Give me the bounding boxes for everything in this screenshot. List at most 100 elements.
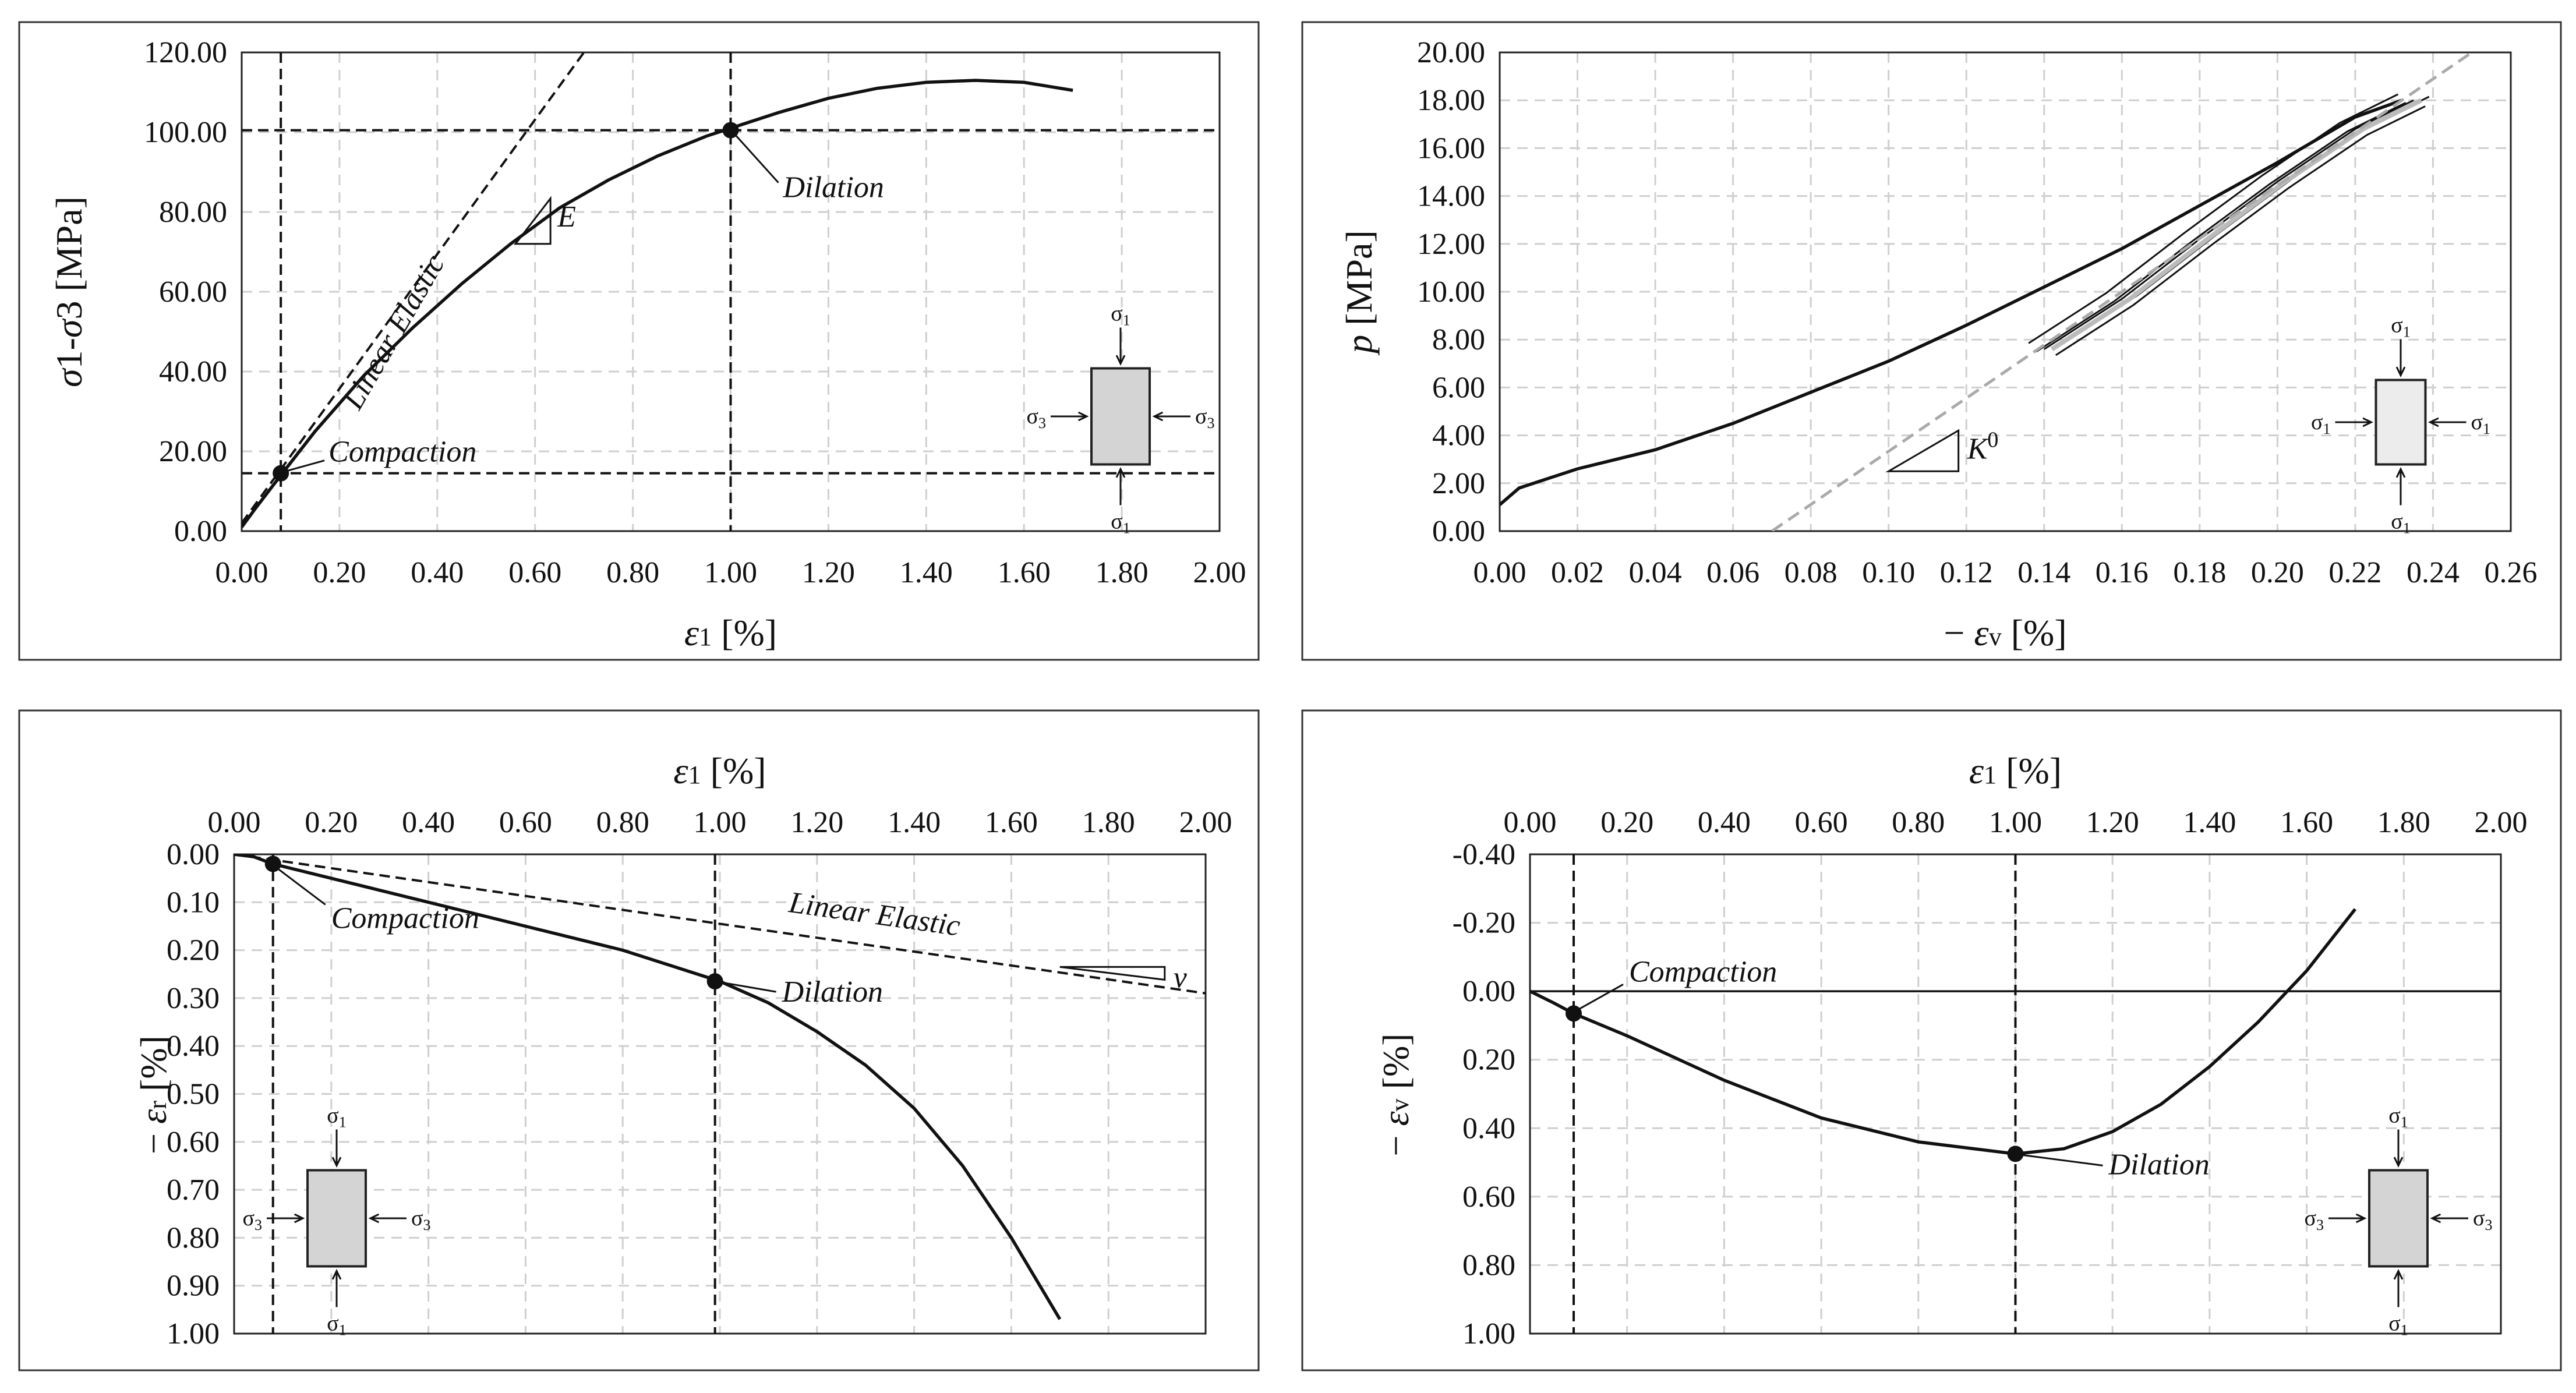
x-tick-label: 0.20 <box>313 556 366 589</box>
y-tick-label: 0.20 <box>1462 1044 1515 1077</box>
leader-line <box>277 868 326 906</box>
stress-label-top: σ1 <box>2388 1104 2408 1131</box>
y-tick-label: 0.00 <box>1432 515 1485 548</box>
slope-label-K0: K0 <box>1967 427 1999 465</box>
specimen-box <box>306 1169 367 1268</box>
plot-content <box>242 52 1220 531</box>
marker-compaction <box>264 855 281 872</box>
x-tick-label: 0.14 <box>2017 556 2070 589</box>
stress-label-left: σ1 <box>2311 410 2330 437</box>
x-tick-label: 0.60 <box>1795 806 1848 839</box>
x-tick-label: 1.40 <box>2183 806 2236 839</box>
arrow-head <box>1152 411 1164 422</box>
stress-label-left: σ3 <box>1027 404 1046 432</box>
x-tick-label: 0.80 <box>596 806 649 839</box>
x-tick-label: 0.20 <box>305 806 358 839</box>
x-tick-label: 0.08 <box>1785 556 1838 589</box>
marker-dilation <box>722 122 739 139</box>
stress-label-right: σ1 <box>2471 410 2490 437</box>
slope-triangle <box>1059 966 1166 981</box>
y-tick-label: 0.00 <box>174 515 227 548</box>
leader-line <box>734 134 779 183</box>
y-tick-label: 0.40 <box>1462 1112 1515 1145</box>
y-tick-label: 20.00 <box>1417 36 1485 69</box>
stress-label-top: σ1 <box>1111 302 1130 329</box>
x-tick-label: 0.80 <box>1892 806 1945 839</box>
x-tick-label: 0.40 <box>411 556 464 589</box>
y-tick-label: 0.50 <box>167 1078 220 1111</box>
leader-line <box>722 981 776 993</box>
x-tick-label: 0.24 <box>2407 556 2460 589</box>
y-tick-label: 120.00 <box>144 36 227 69</box>
x-axis-label: − εv [%] <box>1944 612 2066 653</box>
x-tick-label: 0.02 <box>1551 556 1604 589</box>
compaction-label: Compaction <box>331 901 479 935</box>
y-tick-label: 8.00 <box>1432 323 1485 356</box>
x-tick-label: 0.40 <box>1698 806 1751 839</box>
y-tick-label: 0.90 <box>167 1270 220 1303</box>
leader-line <box>1579 984 1624 1010</box>
x-tick-label: 0.20 <box>2251 556 2304 589</box>
y-tick-label: -0.40 <box>1453 838 1515 871</box>
x-tick-label: 0.18 <box>2173 556 2226 589</box>
x-tick-label: 1.00 <box>704 556 757 589</box>
x-tick-label: 1.00 <box>1989 806 2042 839</box>
x-tick-label: 1.60 <box>2280 806 2333 839</box>
y-tick-label: 0.00 <box>1462 975 1515 1008</box>
y-tick-label: 12.00 <box>1417 228 1485 261</box>
cycle-band <box>2050 98 2423 351</box>
y-tick-label: -0.20 <box>1453 907 1515 940</box>
k0-reference-line <box>1771 52 2473 531</box>
y-tick-label: 6.00 <box>1432 371 1485 404</box>
x-tick-label: 1.40 <box>900 556 953 589</box>
x-tick-label: 2.00 <box>1179 806 1232 839</box>
y-tick-label: 2.00 <box>1432 467 1485 500</box>
x-axis-label: ε1 [%] <box>684 612 777 653</box>
stress-label-left: σ3 <box>2305 1206 2324 1233</box>
slope-triangle <box>514 196 552 245</box>
x-tick-label: 1.60 <box>985 806 1038 839</box>
y-tick-label: 14.00 <box>1417 180 1485 213</box>
y-tick-label: 0.20 <box>167 934 220 967</box>
x-tick-label: 0.04 <box>1629 556 1682 589</box>
arrow-head <box>2393 1157 2404 1168</box>
x-tick-label: 0.00 <box>215 556 268 589</box>
leader-line <box>2022 1154 2103 1166</box>
stress-label-right: σ3 <box>411 1206 430 1233</box>
y-axis-label: p [MPa] <box>1338 230 1380 356</box>
specimen-box <box>2374 379 2427 466</box>
specimen-box <box>2368 1169 2429 1268</box>
slope-label-nu: ν <box>1174 961 1188 994</box>
y-tick-label: 16.00 <box>1417 132 1485 165</box>
x-tick-label: 2.00 <box>1193 556 1246 589</box>
y-tick-label: 0.80 <box>167 1221 220 1254</box>
x-tick-label: 0.80 <box>606 556 659 589</box>
y-tick-label: 0.00 <box>167 838 220 871</box>
compaction-label: Compaction <box>328 436 476 469</box>
x-tick-label: 1.80 <box>2377 806 2430 839</box>
x-tick-label: 0.10 <box>1862 556 1915 589</box>
panel-frame <box>18 21 1260 661</box>
y-tick-label: 0.60 <box>167 1126 220 1159</box>
x-tick-label: 0.16 <box>2096 556 2149 589</box>
arrow-head <box>1115 467 1126 478</box>
marker-compaction <box>273 465 289 482</box>
leader-line <box>286 459 325 472</box>
x-axis-label: ε1 [%] <box>1969 750 2062 791</box>
series-line <box>242 79 1073 528</box>
stress-label-bottom: σ1 <box>2388 1311 2408 1339</box>
y-tick-label: 100.00 <box>144 116 227 149</box>
y-tick-label: 0.60 <box>1462 1180 1515 1214</box>
stress-label-top: σ1 <box>2391 313 2410 341</box>
x-tick-label: 0.26 <box>2485 556 2538 589</box>
x-tick-label: 0.06 <box>1706 556 1759 589</box>
plot-content <box>1500 52 2473 531</box>
x-tick-label: 1.80 <box>1082 806 1135 839</box>
arrow-head <box>331 1269 342 1280</box>
y-tick-label: 18.00 <box>1417 84 1485 117</box>
x-tick-label: 2.00 <box>2475 806 2528 839</box>
y-tick-label: 10.00 <box>1417 275 1485 309</box>
x-tick-label: 0.60 <box>499 806 552 839</box>
x-tick-label: 0.12 <box>1940 556 1993 589</box>
y-tick-label: 0.80 <box>1462 1249 1515 1282</box>
